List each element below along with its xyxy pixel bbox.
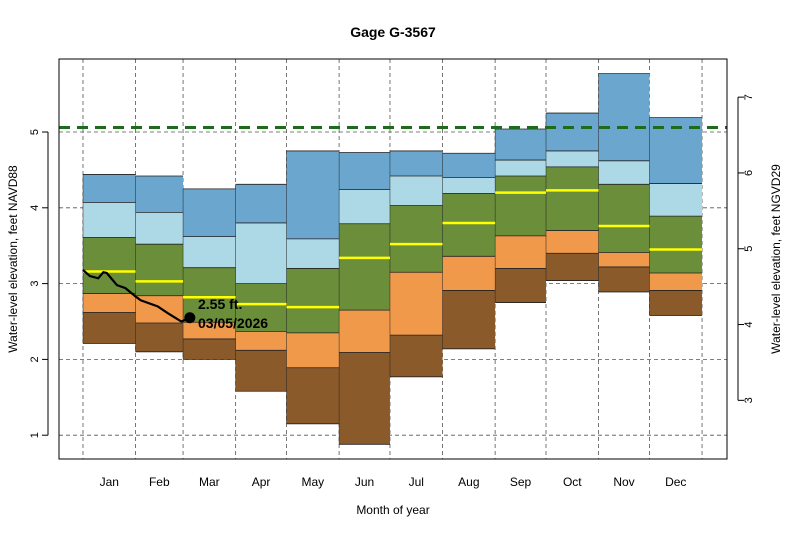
band-nov-2 <box>598 184 650 253</box>
band-oct-2 <box>546 166 599 231</box>
y-right-tick-label: 3 <box>743 397 755 403</box>
band-jul-2 <box>389 205 443 273</box>
band-feb-4 <box>135 175 184 213</box>
y-tick-label: 3 <box>29 281 41 287</box>
band-oct-3 <box>546 150 599 167</box>
band-may-0 <box>286 367 340 424</box>
current-point <box>184 312 196 324</box>
y-tick-label: 5 <box>29 129 41 135</box>
band-sep-3 <box>495 160 547 176</box>
band-sep-0 <box>495 268 547 303</box>
current-series <box>82 269 196 324</box>
y-axis-right: 3 4 5 6 7 <box>737 94 755 403</box>
band-jan-2 <box>83 237 136 294</box>
band-nov-1 <box>598 252 650 267</box>
band-apr-3 <box>235 222 287 284</box>
plot-frame <box>58 58 728 460</box>
annotation-date: 03/05/2026 <box>198 315 268 331</box>
x-tick-label-aug: Aug <box>458 475 479 489</box>
y-tick-label: 2 <box>29 356 41 362</box>
band-jul-0 <box>389 335 443 377</box>
band-apr-4 <box>235 184 287 223</box>
band-nov-3 <box>598 160 650 185</box>
band-jun-4 <box>339 152 390 190</box>
band-may-4 <box>286 150 340 239</box>
x-axis: Jan Feb Mar Apr May Jun Jul Aug Sep Oct Nov Dec <box>100 475 687 489</box>
band-may-2 <box>286 268 340 333</box>
band-jul-3 <box>389 175 443 206</box>
x-tick-label-nov: Nov <box>613 475 634 489</box>
band-nov-4 <box>598 73 650 161</box>
band-dec-2 <box>649 216 703 273</box>
y-axis-left: 1 2 3 4 5 <box>29 129 49 438</box>
band-jan-0 <box>83 312 136 344</box>
x-tick-label-apr: Apr <box>252 475 271 489</box>
x-tick-label-dec: Dec <box>665 475 686 489</box>
x-tick-label-oct: Oct <box>563 475 582 489</box>
band-mar-1 <box>183 322 236 339</box>
x-tick-label-jul: Jul <box>409 475 424 489</box>
band-may-1 <box>286 332 340 368</box>
band-may-3 <box>286 238 340 269</box>
current-line <box>82 269 191 323</box>
band-feb-2 <box>135 244 184 296</box>
band-apr-0 <box>235 350 287 392</box>
bands <box>82 73 703 445</box>
chart-title: Gage G-3567 <box>350 24 436 40</box>
band-mar-4 <box>183 188 236 237</box>
band-apr-2 <box>235 283 287 332</box>
band-jun-3 <box>339 189 390 224</box>
band-oct-0 <box>546 253 599 281</box>
band-jan-4 <box>83 174 136 203</box>
band-aug-4 <box>442 153 496 178</box>
band-sep-4 <box>495 128 547 161</box>
y-right-tick-label: 6 <box>743 170 755 176</box>
annotation-value: 2.55 ft. <box>198 296 242 312</box>
y-right-tick-label: 5 <box>743 246 755 252</box>
band-aug-2 <box>442 193 496 257</box>
band-jul-1 <box>389 272 443 336</box>
band-feb-0 <box>135 323 184 352</box>
band-jun-2 <box>339 223 390 311</box>
x-tick-label-mar: Mar <box>199 475 220 489</box>
band-mar-0 <box>183 338 236 360</box>
band-oct-1 <box>546 230 599 254</box>
medians <box>83 189 703 309</box>
band-jun-1 <box>339 310 390 353</box>
band-jun-0 <box>339 352 390 445</box>
band-nov-0 <box>598 266 650 292</box>
x-tick-label-may: May <box>301 475 324 489</box>
band-mar-3 <box>183 236 236 268</box>
band-jan-1 <box>83 293 136 313</box>
band-dec-1 <box>649 272 703 291</box>
y-right-tick-label: 4 <box>743 321 755 327</box>
band-aug-1 <box>442 256 496 291</box>
band-feb-3 <box>135 212 184 245</box>
band-aug-0 <box>442 290 496 349</box>
band-aug-3 <box>442 177 496 194</box>
band-sep-1 <box>495 235 547 269</box>
x-tick-label-sep: Sep <box>510 475 532 489</box>
band-oct-4 <box>546 113 599 151</box>
y-axis-label-left: Water-level elevation, feet NAVD88 <box>6 165 20 353</box>
band-dec-0 <box>649 290 703 316</box>
y-right-tick-label: 7 <box>743 94 755 100</box>
band-apr-1 <box>235 331 287 351</box>
x-axis-label: Month of year <box>356 503 429 517</box>
band-sep-2 <box>495 175 547 236</box>
x-tick-label-jun: Jun <box>355 475 374 489</box>
y-tick-label: 4 <box>29 205 41 211</box>
x-tick-label-feb: Feb <box>149 475 170 489</box>
y-axis-label-right: Water-level elevation, feet NGVD29 <box>769 164 783 354</box>
band-dec-3 <box>649 183 703 217</box>
x-tick-label-jan: Jan <box>100 475 119 489</box>
band-jul-4 <box>389 150 443 176</box>
band-jan-3 <box>83 202 136 238</box>
y-tick-label: 1 <box>29 432 41 438</box>
